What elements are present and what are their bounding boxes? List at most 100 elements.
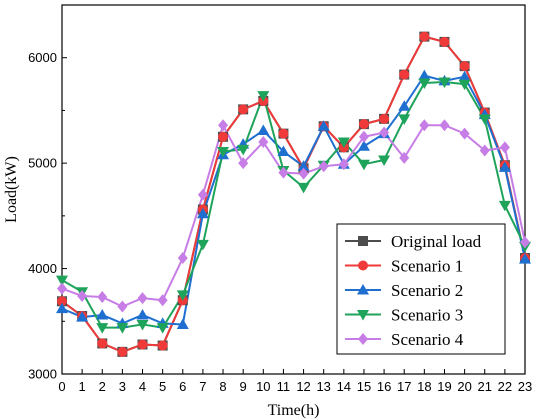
data-point [298,167,309,180]
legend-label: Scenario 4 [391,330,464,349]
data-point [76,311,89,322]
data-point [197,188,208,201]
data-point [278,128,289,139]
data-point [196,207,209,219]
data-point [357,140,370,151]
data-point [137,339,148,350]
legend-label: Scenario 1 [391,257,463,276]
data-point [458,70,471,82]
data-point [338,158,349,171]
data-point [57,296,67,307]
x-tick-label: 8 [219,379,226,394]
data-point [277,145,290,157]
data-point [498,161,511,172]
legend-label: Scenario 2 [391,281,463,300]
x-tick-label: 0 [58,379,65,394]
legend-item: Scenario 1 [345,257,463,276]
x-tick-label: 18 [417,379,431,394]
data-point [157,340,168,351]
data-point [458,79,471,91]
data-point [439,119,450,132]
x-tick-label: 3 [119,379,126,394]
y-tick-label: 5000 [28,156,57,171]
x-tick-label: 20 [457,379,471,394]
data-point [257,124,270,135]
legend-item: Scenario 4 [345,330,464,349]
x-tick-label: 19 [437,379,451,394]
series-points-5 [57,119,530,313]
y-axis-title: Load(kW) [3,156,20,223]
data-point [358,130,369,143]
legend-label: Scenario 3 [391,306,463,325]
data-point [419,119,430,132]
x-tick-label: 9 [240,379,247,394]
data-point [136,308,149,320]
x-tick-label: 13 [316,379,330,394]
data-point [257,91,270,102]
data-point [237,144,250,156]
data-point [117,346,128,357]
data-point [317,120,330,131]
data-point [218,131,229,142]
data-point [379,113,390,124]
legend: Original load Scenario 1 Scenario 2 Scenari… [336,223,506,355]
series-points-2 [57,31,530,357]
data-point [97,291,108,304]
data-point [217,147,230,158]
data-point [196,239,209,251]
legend-marker [358,333,368,345]
y-tick-label: 6000 [28,50,57,65]
data-point [399,151,410,164]
x-tick-label: 1 [79,379,86,394]
x-tick-label: 22 [498,379,512,394]
data-point [478,114,491,125]
data-point [117,300,128,313]
data-point [96,323,109,334]
data-point [439,36,450,47]
data-point [96,308,109,320]
legend-item: Scenario 3 [345,306,463,325]
data-point [56,275,68,287]
x-tick-label: 21 [478,379,492,394]
legend-marker [358,260,368,271]
data-point [176,290,189,301]
x-axis-title: Time(h) [268,402,320,419]
x-tick-label: 16 [377,379,391,394]
data-point [318,160,329,173]
data-point [398,100,411,111]
data-point [358,119,369,130]
data-point [176,318,189,329]
x-tick-label: 5 [159,379,166,394]
legend-marker [357,284,369,295]
data-point [379,126,390,139]
data-point [157,294,168,307]
data-point [519,253,531,264]
data-point [77,289,88,302]
data-point [337,137,350,149]
data-point [418,69,431,81]
data-point [116,323,129,334]
data-point [418,78,431,90]
plot-frame [61,4,526,375]
x-tick-label: 4 [139,379,146,394]
data-point [57,282,67,295]
data-point [258,136,269,149]
data-point [520,236,530,249]
data-point [297,182,310,194]
legend-marker [357,310,369,321]
data-point [378,155,391,166]
data-point [137,292,148,305]
legend-item: Scenario 2 [345,281,463,300]
data-point [459,61,470,72]
data-point [459,127,470,140]
data-point [238,104,249,115]
axes: 0 1 2 3 4 5 6 7 8 9 10 11 12 13 14 15 16 17 18 19 20 21 22 2330… [28,4,532,394]
legend-marker [358,236,368,246]
y-tick-label: 3000 [28,367,57,382]
data-point [136,319,149,331]
data-point [357,159,370,171]
x-tick-label: 7 [199,379,206,394]
legend-item: Original load [345,232,482,251]
series-markers [56,31,531,357]
